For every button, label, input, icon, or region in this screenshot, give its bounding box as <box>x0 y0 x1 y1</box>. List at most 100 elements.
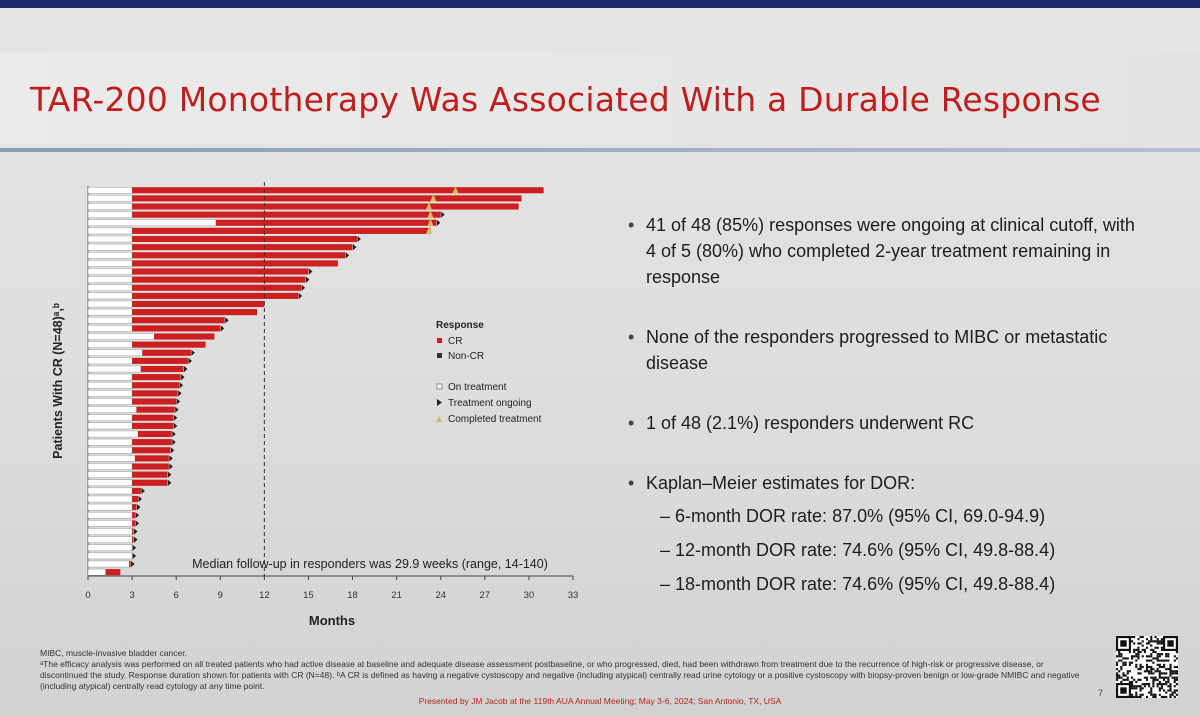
treatment-ongoing-marker <box>132 544 137 551</box>
cr-bar <box>140 365 184 373</box>
cr-bar <box>132 414 174 421</box>
legend-label: Completed treatment <box>448 414 542 425</box>
cr-bar <box>132 528 134 535</box>
cr-bar <box>132 300 265 308</box>
treatment-ongoing-marker <box>170 447 175 454</box>
cr-bar <box>215 219 437 226</box>
treatment-bar <box>87 455 136 462</box>
median-followup-annotation: Median follow-up in responders was 29.9 … <box>192 557 548 571</box>
x-tick-label: 15 <box>303 590 314 601</box>
treatment-bar <box>87 552 133 560</box>
treatment-bar <box>87 398 133 405</box>
treatment-ongoing-marker <box>134 536 138 543</box>
x-tick-label: 24 <box>435 590 446 601</box>
treatment-bar <box>87 373 133 381</box>
cr-bar <box>132 479 168 486</box>
cr-bar <box>132 244 353 251</box>
treatment-ongoing-marker <box>191 349 195 356</box>
treatment-bar <box>87 333 155 340</box>
x-tick-label: 33 <box>568 590 579 601</box>
cr-bar <box>132 487 141 494</box>
completed-treatment-marker <box>427 218 434 226</box>
treatment-bar <box>87 381 133 389</box>
qr-code-icon[interactable] <box>1116 636 1178 698</box>
presented-by: Presented by JM Jacob at the 119th AUA A… <box>418 696 782 706</box>
cr-bar <box>105 569 121 576</box>
treatment-bar <box>87 316 133 324</box>
treatment-ongoing-marker <box>441 211 445 218</box>
treatment-ongoing-marker <box>306 276 310 283</box>
completed-treatment-marker <box>427 210 434 218</box>
treatment-bar <box>87 544 133 552</box>
bullet-rc: 1 of 48 (2.1%) responders underwent RC <box>628 410 1148 436</box>
bullet-no-progression: None of the responders progressed to MIB… <box>628 324 1148 376</box>
x-tick-label: 21 <box>391 590 402 601</box>
treatment-ongoing-marker <box>138 495 142 503</box>
treatment-ongoing-marker <box>345 252 350 259</box>
treatment-ongoing-marker <box>169 463 173 470</box>
treatment-bar <box>87 227 133 235</box>
slide-title: TAR-200 Monotherapy Was Associated With … <box>30 80 1101 119</box>
treatment-ongoing-marker <box>131 560 135 568</box>
treatment-ongoing-marker <box>188 357 192 364</box>
treatment-bar <box>87 511 133 519</box>
treatment-bar <box>87 471 133 478</box>
footnote-abbrev: MIBC, muscle-invasive bladder cancer. <box>40 648 187 658</box>
cr-bar <box>132 317 225 324</box>
treatment-bar <box>87 365 142 373</box>
treatment-bar <box>87 536 133 543</box>
legend-label: Non-CR <box>448 351 484 362</box>
treatment-bar <box>87 243 133 251</box>
completed-treatment-marker <box>425 201 432 210</box>
treatment-ongoing-marker <box>135 512 140 519</box>
cr-bar <box>132 227 431 234</box>
x-tick-label: 6 <box>174 590 179 601</box>
legend-title: Response <box>436 320 484 331</box>
treatment-ongoing-marker <box>169 455 173 462</box>
legend-swatch <box>437 399 442 406</box>
cr-bar <box>132 390 178 397</box>
treatment-ongoing-marker <box>298 292 303 299</box>
cr-bar <box>132 341 206 348</box>
legend-swatch <box>437 338 442 343</box>
completed-treatment-marker <box>425 226 432 234</box>
treatment-ongoing-marker <box>134 528 138 535</box>
x-tick-label: 12 <box>259 590 270 601</box>
treatment-bar <box>87 406 137 413</box>
footnote-a: ᵃThe efficacy analysis was performed on … <box>40 659 1080 691</box>
treatment-bar <box>87 292 133 300</box>
treatment-ongoing-marker <box>436 219 441 226</box>
treatment-bar <box>87 528 133 535</box>
legend-label: Treatment ongoing <box>448 398 532 409</box>
title-rule <box>0 148 1200 152</box>
treatment-bar <box>87 520 133 527</box>
km-estimates: – 6-month DOR rate: 87.0% (95% CI, 69.0-… <box>646 504 1148 596</box>
treatment-bar <box>87 308 133 316</box>
treatment-ongoing-marker <box>176 398 181 405</box>
cr-bar <box>132 268 309 275</box>
treatment-bar <box>87 422 133 430</box>
treatment-ongoing-marker <box>141 487 145 494</box>
legend-label: On treatment <box>448 382 507 393</box>
treatment-bar <box>87 414 133 422</box>
y-axis-label: Patients With CR (N=48)ᵃ,ᵇ <box>51 303 65 459</box>
treatment-ongoing-marker <box>357 235 361 243</box>
treatment-ongoing-marker <box>167 471 172 478</box>
cr-bar <box>132 463 169 470</box>
cr-bar <box>142 349 191 356</box>
treatment-ongoing-marker <box>135 520 140 527</box>
treatment-ongoing-marker <box>181 374 185 381</box>
bullet-km-heading: Kaplan–Meier estimates for DOR: <box>646 473 916 493</box>
treatment-bar <box>87 349 143 357</box>
cr-bar <box>132 309 258 316</box>
completed-treatment-marker <box>430 193 437 202</box>
x-tick-label: 0 <box>85 590 90 601</box>
cr-bar <box>132 447 171 454</box>
treatment-ongoing-marker <box>172 439 176 446</box>
footnotes: MIBC, muscle-invasive bladder cancer. ᵃT… <box>40 648 1080 692</box>
cr-bar <box>132 276 306 283</box>
treatment-bar <box>87 560 130 568</box>
treatment-bar <box>87 260 133 267</box>
x-tick-label: 27 <box>480 590 491 601</box>
treatment-bar <box>87 203 133 210</box>
